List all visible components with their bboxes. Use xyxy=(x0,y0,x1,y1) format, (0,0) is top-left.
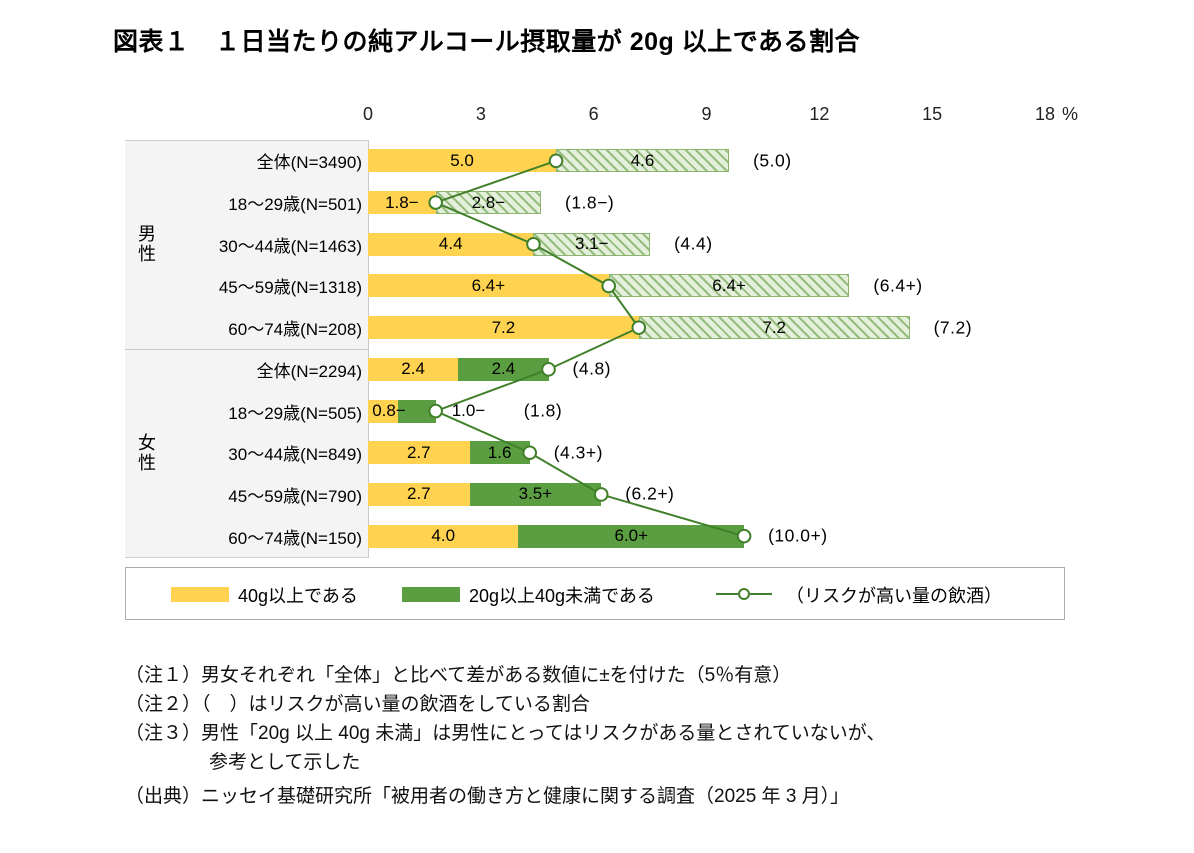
legend-swatch-20-40g-icon xyxy=(402,587,460,602)
axis-tick-label: 6 xyxy=(588,104,599,124)
risk-annotation: (6.2+) xyxy=(625,483,675,504)
row-label: 30〜44歳(N=1463) xyxy=(218,236,362,256)
bar-segment-40g xyxy=(368,399,399,423)
legend-label-40g: 40g以上である xyxy=(238,585,358,606)
bar-value-label: 6.0+ xyxy=(614,526,649,546)
bar-value-label: 5.0 xyxy=(450,150,474,170)
bar-value-label: 1.6 xyxy=(487,442,512,462)
bar-value-label: 3.1− xyxy=(575,234,609,254)
row-label: 全体(N=2294) xyxy=(256,361,362,381)
page-title: 図表１ １日当たりの純アルコール摂取量が 20g 以上である割合 xyxy=(113,28,860,56)
axis-tick-label: 15 xyxy=(922,104,943,124)
bar-value-label: 6.4+ xyxy=(471,275,506,295)
axis-unit-label: % xyxy=(1062,104,1079,124)
group-label: 女性 xyxy=(136,432,156,473)
bar-segment-20-40g xyxy=(398,399,436,423)
bar-value-label: 4.4 xyxy=(438,234,463,254)
bar-value-label: 2.8− xyxy=(471,192,506,212)
bar-value-label: 7.2 xyxy=(491,317,516,337)
note-3-continued: 参考として示した xyxy=(209,752,361,773)
bar-value-label: 0.8− xyxy=(372,401,406,421)
row-label: 18〜29歳(N=501) xyxy=(228,195,362,215)
note-3: （注３）男性「20g 以上 40g 未満」は男性にとってはリスクがある量とされて… xyxy=(125,723,886,744)
axis-tick-label: 9 xyxy=(701,104,712,124)
bar-value-label: 1.0− xyxy=(451,401,486,421)
axis-tick-label: 18 xyxy=(1034,104,1056,124)
risk-annotation: (4.3+) xyxy=(553,442,603,463)
group-label: 男性 xyxy=(136,224,156,265)
row-label: 60〜74歳(N=208) xyxy=(228,320,362,340)
category-axis-line xyxy=(368,140,369,558)
note-2: （注２）（ ）はリスクが高い量の飲酒をしている割合 xyxy=(125,694,590,715)
axis-tick-label: 0 xyxy=(362,104,373,124)
legend-label-20-40g: 20g以上40g未満である xyxy=(469,585,655,606)
legend-risk-marker-icon xyxy=(738,588,750,600)
row-label: 45〜59歳(N=1318) xyxy=(218,278,362,298)
bar-segment-40g xyxy=(368,191,436,215)
legend-label-risk: （リスクが高い量の飲酒） xyxy=(786,585,1002,606)
bar-value-label: 7.2 xyxy=(762,317,787,337)
bar-value-label: 2.7 xyxy=(406,442,431,462)
risk-annotation: (4.4) xyxy=(674,233,713,254)
legend: 40g以上である 20g以上40g未満である （リスクが高い量の飲酒） xyxy=(125,567,1065,620)
bar-value-label: 2.7 xyxy=(406,484,431,504)
risk-annotation: (5.0) xyxy=(753,150,792,171)
bar-value-label: 4.6 xyxy=(630,150,655,170)
legend-swatch-40g-icon xyxy=(171,587,229,602)
row-label: 30〜44歳(N=849) xyxy=(228,445,362,465)
bar-value-label: 2.4 xyxy=(491,359,516,379)
risk-annotation: (1.8) xyxy=(523,400,563,421)
group-separator-line xyxy=(125,348,368,350)
risk-annotation: (1.8−) xyxy=(565,192,615,213)
risk-annotation: (6.4+) xyxy=(873,275,923,296)
bar-value-label: 4.0 xyxy=(431,526,456,546)
source-line: （出典）ニッセイ基礎研究所「被用者の働き方と健康に関する調査（2025 年 3 … xyxy=(125,786,850,807)
row-label: 45〜59歳(N=790) xyxy=(228,486,362,506)
bar-value-label: 3.5+ xyxy=(518,484,553,504)
risk-annotation: (7.2) xyxy=(933,317,973,338)
bar-value-label: 6.4+ xyxy=(712,275,746,295)
bar-value-label: 1.8− xyxy=(385,192,419,212)
risk-annotation: (10.0+) xyxy=(768,525,828,546)
bar-value-label: 2.4 xyxy=(401,359,425,379)
row-label: 18〜29歳(N=505) xyxy=(228,403,362,423)
axis-tick-label: 12 xyxy=(809,104,830,124)
row-label: 全体(N=3490) xyxy=(256,153,362,173)
row-label: 60〜74歳(N=150) xyxy=(228,528,362,548)
risk-annotation: (4.8) xyxy=(572,358,612,379)
axis-tick-label: 3 xyxy=(475,104,486,124)
note-1: （注１）男女それぞれ「全体」と比べて差がある数値に±を付けた（5％有意） xyxy=(125,665,792,686)
